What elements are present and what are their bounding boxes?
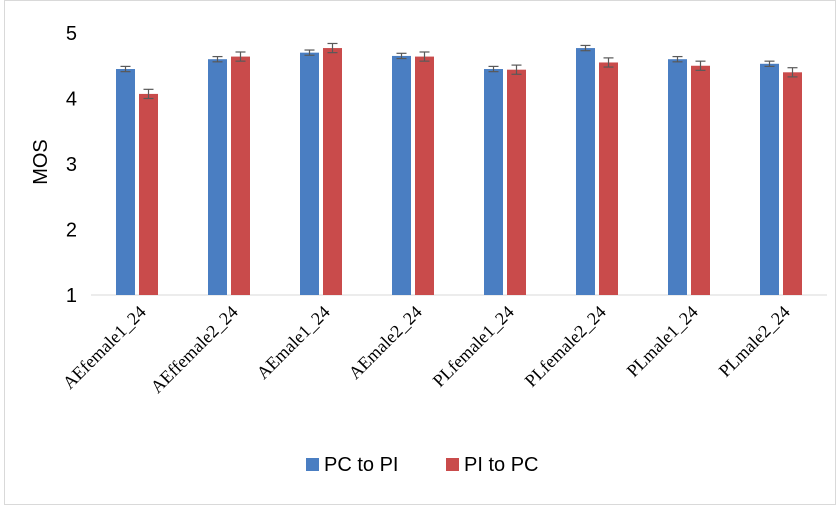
bar-pc-to-pi bbox=[392, 55, 411, 295]
bar-pi-to-pc bbox=[691, 65, 710, 295]
bar-pi-to-pc bbox=[507, 69, 526, 296]
bar-pi-to-pc bbox=[783, 72, 802, 295]
y-tick-label: 2 bbox=[66, 220, 77, 242]
y-axis-title: MOS bbox=[30, 139, 52, 185]
x-tick-label: AEffemale2_24 bbox=[147, 302, 242, 397]
y-axis: 1 2 3 4 5 bbox=[66, 23, 827, 307]
legend-swatch bbox=[306, 458, 319, 471]
legend-swatch bbox=[446, 458, 459, 471]
x-tick-label: AEfemale1_24 bbox=[59, 302, 150, 393]
bar-pc-to-pi bbox=[576, 48, 595, 295]
x-tick-label: PLmale2_24 bbox=[715, 302, 794, 381]
x-tick-label: PLmale1_24 bbox=[623, 302, 702, 381]
bar-pi-to-pc bbox=[599, 62, 618, 295]
y-tick-label: 3 bbox=[66, 154, 77, 176]
y-tick-label: 1 bbox=[66, 285, 77, 307]
bar-pi-to-pc bbox=[139, 93, 158, 295]
bars-group bbox=[116, 48, 802, 296]
bar-pc-to-pi bbox=[484, 69, 503, 296]
legend-label: PI to PC bbox=[464, 454, 538, 476]
x-tick-label: AEmale1_24 bbox=[253, 302, 334, 383]
x-tick-label: AEmale2_24 bbox=[345, 302, 426, 383]
y-tick-label: 5 bbox=[66, 23, 77, 45]
error-bars-group bbox=[120, 42, 798, 100]
bar-pi-to-pc bbox=[231, 56, 250, 295]
bar-pc-to-pi bbox=[116, 69, 135, 296]
bar-pc-to-pi bbox=[300, 52, 319, 296]
bar-pc-to-pi bbox=[668, 59, 687, 296]
x-tick-label: PLfemale1_24 bbox=[429, 302, 518, 391]
x-tick-label: PLfemale2_24 bbox=[521, 302, 610, 391]
chart-area: 1 2 3 4 5 AEfemale1_24 AEffemale2_24 AEmale1_2… bbox=[4, 0, 836, 505]
y-tick-label: 4 bbox=[66, 89, 77, 111]
bar-pc-to-pi bbox=[208, 59, 227, 296]
bar-pi-to-pc bbox=[415, 56, 434, 295]
legend: PC to PI PI to PC bbox=[306, 454, 538, 476]
bar-pi-to-pc bbox=[323, 48, 342, 295]
legend-label: PC to PI bbox=[324, 454, 398, 476]
bar-pc-to-pi bbox=[760, 63, 779, 295]
